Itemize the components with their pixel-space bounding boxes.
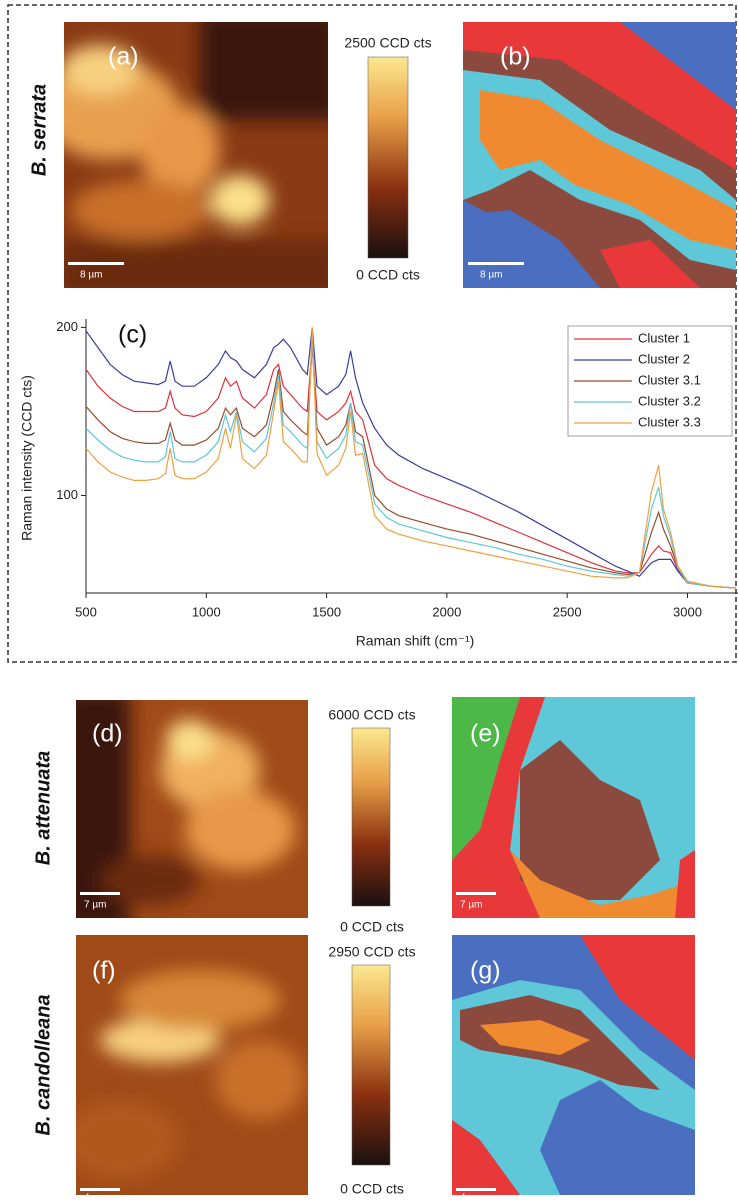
series-line [85, 344, 736, 589]
scale-bar [456, 892, 496, 895]
series-line [85, 335, 736, 589]
y-tick-label: 100 [56, 487, 78, 502]
x-tick-label: 3000 [673, 604, 702, 619]
scale-bar-label: 8 µm [80, 270, 102, 281]
legend-label: Cluster 3.3 [638, 414, 701, 429]
colorbar-max: 6000 CCD cts [328, 707, 415, 723]
y-axis-label: Raman intensity (CCD cts) [19, 375, 35, 541]
x-tick-label: 1500 [312, 604, 341, 619]
dashed-frame [7, 4, 737, 663]
colorbar-min: 0 CCD cts [340, 919, 404, 935]
series-line [85, 344, 736, 589]
scale-bar [80, 1188, 120, 1191]
scale-bar [468, 262, 524, 265]
colorbar [351, 727, 391, 907]
panel-label: (e) [470, 720, 501, 748]
intensity-map [64, 22, 328, 288]
panel-label: (g) [470, 957, 501, 985]
colorbar-min: 0 CCD cts [356, 267, 420, 283]
scale-bar-label: 8 µm [480, 270, 502, 281]
species-label: B. candolleana [32, 994, 54, 1135]
series-line [85, 327, 736, 589]
x-axis-label: Raman shift (cm⁻¹) [356, 633, 475, 649]
scale-bar-label: 4 µm [460, 1193, 482, 1202]
x-tick-label: 500 [75, 604, 97, 619]
cluster-map [452, 697, 695, 918]
scale-bar-label: 4 µm [84, 1193, 106, 1202]
panel-label: (b) [500, 43, 531, 71]
y-tick-label: 200 [56, 319, 78, 334]
scale-bar [80, 892, 120, 895]
cluster-map [452, 935, 695, 1195]
x-tick-label: 2000 [432, 604, 461, 619]
panel-label: (d) [92, 720, 123, 748]
series-line [85, 327, 736, 589]
panel-label: (a) [108, 43, 139, 71]
panel-label: (c) [118, 321, 147, 349]
scale-bar [68, 262, 124, 265]
colorbar-max: 2950 CCD cts [328, 944, 415, 960]
intensity-map [76, 700, 308, 918]
species-label: B. serrata [28, 84, 50, 176]
scale-bar-label: 7 µm [84, 900, 106, 911]
colorbar [367, 56, 409, 259]
colorbar-max: 2500 CCD cts [344, 35, 431, 51]
panel-label: (f) [92, 957, 116, 985]
colorbar-min: 0 CCD cts [340, 1181, 404, 1197]
x-tick-label: 2500 [553, 604, 582, 619]
x-tick-label: 1000 [192, 604, 221, 619]
intensity-map [76, 935, 308, 1195]
legend-label: Cluster 2 [638, 351, 690, 366]
legend-label: Cluster 1 [638, 330, 690, 345]
legend-label: Cluster 3.2 [638, 393, 701, 408]
species-label: B. attenuata [32, 751, 54, 865]
colorbar [351, 964, 391, 1166]
cluster-map [463, 22, 736, 288]
scale-bar [456, 1188, 496, 1191]
scale-bar-label: 7 µm [460, 900, 482, 911]
legend-label: Cluster 3.1 [638, 372, 701, 387]
